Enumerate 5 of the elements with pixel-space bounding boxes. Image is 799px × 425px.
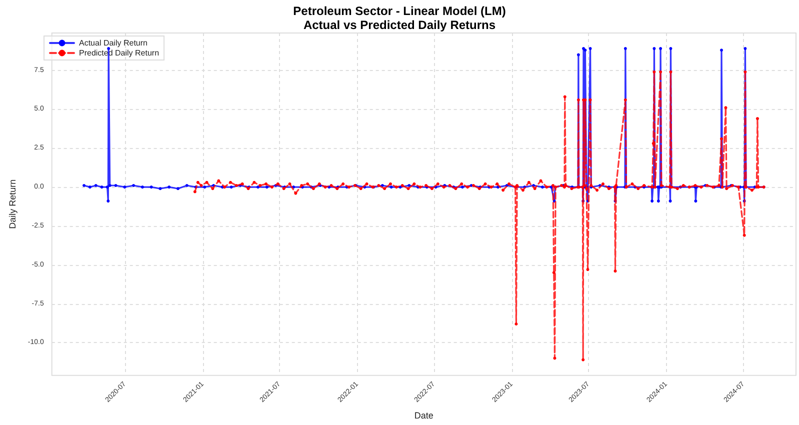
legend-label: Actual Daily Return — [79, 38, 148, 48]
y-axis-title: Daily Return — [8, 179, 18, 229]
chart-subtitle: Actual vs Predicted Daily Returns — [303, 18, 496, 32]
x-axis-title: Date — [414, 410, 434, 420]
chart-title: Petroleum Sector - Linear Model (LM) — [293, 4, 506, 18]
